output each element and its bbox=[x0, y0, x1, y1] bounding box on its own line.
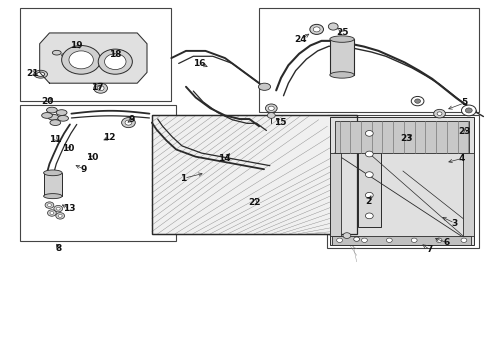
Ellipse shape bbox=[329, 72, 353, 78]
Bar bbox=[357, 123, 380, 226]
Text: 10: 10 bbox=[86, 153, 99, 162]
Circle shape bbox=[47, 204, 51, 207]
Circle shape bbox=[410, 238, 416, 242]
Text: 23: 23 bbox=[458, 127, 470, 136]
Circle shape bbox=[361, 238, 366, 242]
Circle shape bbox=[365, 192, 372, 198]
Circle shape bbox=[267, 113, 275, 118]
Circle shape bbox=[435, 238, 441, 242]
Polygon shape bbox=[40, 33, 147, 83]
Circle shape bbox=[414, 99, 420, 103]
Circle shape bbox=[309, 24, 323, 35]
Text: 1: 1 bbox=[180, 174, 186, 183]
Circle shape bbox=[336, 238, 342, 242]
Circle shape bbox=[433, 109, 445, 118]
Ellipse shape bbox=[50, 120, 61, 126]
Circle shape bbox=[328, 23, 337, 30]
Ellipse shape bbox=[43, 170, 62, 176]
Circle shape bbox=[58, 215, 62, 217]
Bar bbox=[152, 116, 356, 234]
Circle shape bbox=[122, 118, 135, 128]
Text: 10: 10 bbox=[61, 144, 74, 153]
Circle shape bbox=[47, 210, 56, 216]
Circle shape bbox=[436, 112, 441, 116]
Text: 6: 6 bbox=[443, 238, 449, 247]
Text: 23: 23 bbox=[399, 134, 412, 143]
Circle shape bbox=[313, 27, 320, 32]
Ellipse shape bbox=[58, 116, 68, 121]
Circle shape bbox=[45, 202, 54, 208]
Circle shape bbox=[268, 106, 274, 111]
Text: 16: 16 bbox=[193, 59, 205, 68]
Circle shape bbox=[69, 51, 93, 69]
Text: 25: 25 bbox=[335, 28, 347, 37]
Ellipse shape bbox=[34, 70, 47, 78]
Circle shape bbox=[365, 172, 372, 177]
Text: 20: 20 bbox=[41, 96, 53, 105]
Text: 14: 14 bbox=[217, 154, 230, 163]
Ellipse shape bbox=[43, 194, 62, 199]
Circle shape bbox=[125, 120, 132, 125]
Bar bbox=[329, 153, 340, 235]
Text: 8: 8 bbox=[55, 244, 61, 253]
Circle shape bbox=[61, 45, 101, 74]
Circle shape bbox=[353, 237, 359, 241]
Text: 18: 18 bbox=[109, 50, 122, 59]
Ellipse shape bbox=[61, 53, 68, 57]
Text: 4: 4 bbox=[457, 154, 464, 163]
Circle shape bbox=[386, 238, 391, 242]
Text: 24: 24 bbox=[294, 35, 306, 44]
Circle shape bbox=[465, 108, 471, 113]
Bar bbox=[327, 116, 478, 248]
Text: 12: 12 bbox=[102, 133, 115, 142]
Bar bbox=[20, 105, 176, 241]
Text: 3: 3 bbox=[450, 219, 456, 228]
Ellipse shape bbox=[46, 107, 57, 113]
Circle shape bbox=[56, 207, 60, 210]
Circle shape bbox=[54, 206, 62, 212]
Circle shape bbox=[461, 105, 475, 116]
Bar bbox=[334, 121, 468, 153]
Ellipse shape bbox=[56, 110, 67, 116]
Ellipse shape bbox=[48, 114, 59, 120]
Circle shape bbox=[460, 238, 466, 242]
Text: 11: 11 bbox=[49, 135, 61, 144]
Circle shape bbox=[104, 54, 126, 69]
Circle shape bbox=[365, 213, 372, 219]
Circle shape bbox=[342, 233, 350, 238]
Circle shape bbox=[50, 212, 54, 215]
Text: 21: 21 bbox=[26, 69, 39, 78]
Bar bbox=[462, 153, 473, 235]
Circle shape bbox=[56, 213, 64, 219]
Circle shape bbox=[410, 96, 423, 106]
Text: 17: 17 bbox=[91, 83, 103, 92]
Circle shape bbox=[265, 104, 277, 113]
Text: 7: 7 bbox=[426, 246, 432, 255]
Text: 19: 19 bbox=[70, 41, 82, 50]
Bar bbox=[43, 173, 62, 196]
Text: 13: 13 bbox=[62, 204, 75, 213]
Bar bbox=[331, 235, 470, 244]
Circle shape bbox=[98, 49, 132, 74]
Text: 9: 9 bbox=[128, 115, 134, 124]
Ellipse shape bbox=[41, 113, 52, 118]
Text: 2: 2 bbox=[365, 197, 371, 206]
Text: 15: 15 bbox=[273, 118, 286, 127]
Circle shape bbox=[365, 131, 372, 136]
Text: 22: 22 bbox=[247, 198, 260, 207]
Ellipse shape bbox=[52, 50, 61, 55]
Circle shape bbox=[97, 86, 104, 91]
Ellipse shape bbox=[37, 72, 44, 76]
Bar bbox=[329, 117, 473, 244]
Circle shape bbox=[365, 151, 372, 157]
Bar bbox=[152, 116, 356, 234]
Text: 5: 5 bbox=[460, 98, 466, 107]
Bar bbox=[259, 8, 478, 112]
Bar bbox=[329, 39, 353, 75]
Text: 9: 9 bbox=[80, 165, 86, 174]
Ellipse shape bbox=[258, 83, 270, 90]
Bar bbox=[20, 8, 171, 101]
Ellipse shape bbox=[329, 36, 353, 42]
Circle shape bbox=[94, 83, 107, 93]
